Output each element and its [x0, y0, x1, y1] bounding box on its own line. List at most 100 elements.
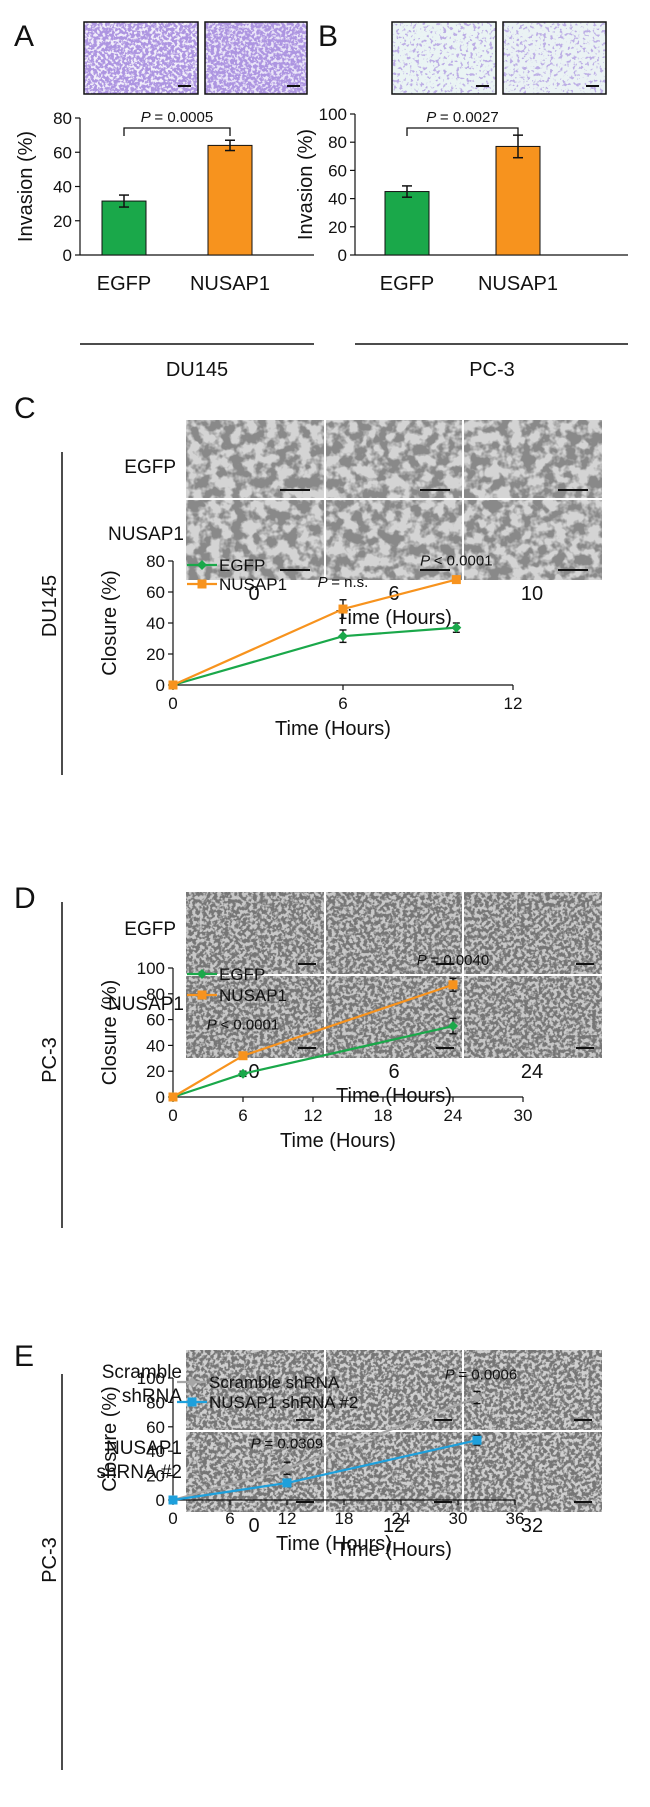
x-tick-label-d: 12 — [304, 1106, 323, 1125]
time-point-c-0: 0 — [248, 583, 259, 605]
data-point-c-nusap1 — [338, 604, 348, 614]
category-label-a: EGFP — [97, 273, 151, 295]
x-tick-label-c: 0 — [168, 694, 177, 713]
p-value-c: P < 0.0001 — [420, 553, 492, 570]
legend-label-d-nusap1: NUSAP1 — [219, 986, 287, 1005]
y-tick-label-b: 80 — [328, 133, 347, 152]
y-tick-label-b: 40 — [328, 190, 347, 209]
y-tick-label-e: 80 — [146, 1393, 165, 1412]
y-tick-label-e: 0 — [156, 1491, 165, 1510]
line-chart-d: 0 20 40 60 80 100 0 6 12 18 24 30 Closure (%) Time (H… — [99, 952, 532, 1152]
x-tick-label-e: 18 — [335, 1509, 354, 1528]
y-tick-label-c: 20 — [146, 645, 165, 664]
p-value-e: P = 0.0309 — [251, 1435, 323, 1452]
p-value-c: P = n.s. — [318, 574, 369, 591]
side-cell-line-e: PC-3 — [39, 1537, 61, 1583]
time-point-d-2: 24 — [521, 1061, 543, 1083]
x-axis-label-c: Time (Hours) — [275, 718, 391, 740]
category-label-a: NUSAP1 — [190, 273, 270, 295]
category-label-b: EGFP — [380, 273, 434, 295]
y-tick-label-d: 100 — [137, 959, 165, 978]
micrograph-b-egfp — [391, 21, 497, 95]
y-tick-label-e: 40 — [146, 1442, 165, 1461]
y-tick-label-e: 100 — [137, 1369, 165, 1388]
y-tick-label-b: 0 — [338, 246, 347, 265]
panel-letter-d: D — [14, 882, 36, 915]
y-tick-label-d: 20 — [146, 1062, 165, 1081]
x-tick-label-d: 0 — [168, 1106, 177, 1125]
row-label-e-scramble: Scramble — [102, 1362, 182, 1383]
data-point-d-nusap1 — [238, 1051, 248, 1061]
data-point-e-scramble-shrna — [282, 1463, 292, 1474]
row-label-d-egfp: EGFP — [124, 919, 176, 940]
panel-letter-c: C — [14, 392, 36, 425]
p-value-b: P = 0.0027 — [426, 109, 498, 126]
time-label-d: Time (Hours) — [336, 1085, 452, 1107]
y-tick-label-c: 80 — [146, 552, 165, 571]
bar-chart-a: 0 20 40 60 80 Invasion (%) EGFP NUSAP1 P = 0.000… — [15, 109, 314, 295]
p-value-d: P = 0.0040 — [417, 952, 489, 969]
panel-letter-b: B — [318, 20, 338, 53]
category-label-b: NUSAP1 — [478, 273, 558, 295]
data-point-e-scramble-shrna — [472, 1392, 482, 1403]
row-label-d-nusap1: NUSAP1 — [108, 994, 184, 1015]
data-point-c-nusap1 — [168, 680, 178, 690]
scratch-images-d — [186, 892, 602, 1058]
legend-marker-d-egfp — [197, 969, 207, 979]
legend-label-e-scramble-shrna: Scramble shRNA — [209, 1373, 340, 1392]
y-tick-label-a: 0 — [63, 246, 72, 265]
y-tick-label-d: 0 — [156, 1088, 165, 1107]
legend-marker-d-nusap1 — [197, 990, 207, 1000]
data-point-d-nusap1 — [168, 1092, 178, 1102]
data-point-c-egfp — [338, 631, 348, 642]
y-tick-label-d: 60 — [146, 1011, 165, 1030]
legend-label-e-nusap1-shrna-2: NUSAP1 shRNA #2 — [209, 1393, 358, 1412]
bar-a-nusap1 — [207, 144, 253, 256]
x-tick-label-d: 18 — [374, 1106, 393, 1125]
p-value-a: P = 0.0005 — [141, 109, 213, 126]
x-tick-label-e: 0 — [168, 1509, 177, 1528]
y-tick-label-c: 0 — [156, 676, 165, 695]
y-axis-label-a: Invasion (%) — [15, 131, 37, 242]
y-tick-label-a: 20 — [53, 212, 72, 231]
cell-line-label-b: PC-3 — [469, 359, 515, 381]
x-tick-label-c: 12 — [504, 694, 523, 713]
micrograph-a-nusap1 — [204, 21, 308, 95]
x-tick-label-e: 30 — [449, 1509, 468, 1528]
x-tick-label-d: 30 — [514, 1106, 533, 1125]
y-axis-label-d: Closure (%) — [99, 980, 121, 1086]
time-point-c-1: 6 — [388, 583, 399, 605]
y-tick-label-b: 100 — [319, 105, 347, 124]
time-point-e-1: 12 — [383, 1515, 405, 1537]
y-axis-label-c: Closure (%) — [99, 570, 121, 676]
time-point-c-2: 10 — [521, 583, 543, 605]
time-label-e: Time (Hours) — [336, 1539, 452, 1561]
data-point-c-nusap1 — [451, 575, 461, 585]
series-line-c-nusap1 — [172, 578, 457, 687]
data-point-c-egfp — [451, 622, 462, 633]
x-axis-label-e: Time (Hours) — [276, 1533, 392, 1555]
row-label-e-shrna-2: shRNA #2 — [96, 1462, 182, 1483]
bar-a-egfp — [101, 200, 147, 256]
data-point-d-egfp — [448, 1021, 458, 1032]
side-cell-line-d: PC-3 — [39, 1037, 61, 1083]
y-tick-label-e: 20 — [146, 1467, 165, 1486]
data-point-d-nusap1 — [448, 980, 458, 990]
data-point-d-egfp — [238, 1068, 248, 1079]
data-point-e-nusap1-shrna-2 — [282, 1478, 292, 1488]
data-point-e-nusap1-shrna-2 — [168, 1495, 178, 1505]
y-axis-label-e: Closure (%) — [99, 1386, 121, 1492]
y-axis-label-b: Invasion (%) — [295, 129, 317, 240]
p-value-e: P = 0.0006 — [445, 1367, 517, 1384]
y-tick-label-c: 60 — [146, 583, 165, 602]
legend-marker-c-egfp — [197, 560, 207, 570]
side-cell-line-c: DU145 — [39, 575, 61, 637]
x-tick-label-d: 24 — [444, 1106, 463, 1125]
panel-letter-e: E — [14, 1340, 34, 1373]
time-point-e-2: 32 — [521, 1515, 543, 1537]
bar-b-egfp — [384, 191, 430, 256]
